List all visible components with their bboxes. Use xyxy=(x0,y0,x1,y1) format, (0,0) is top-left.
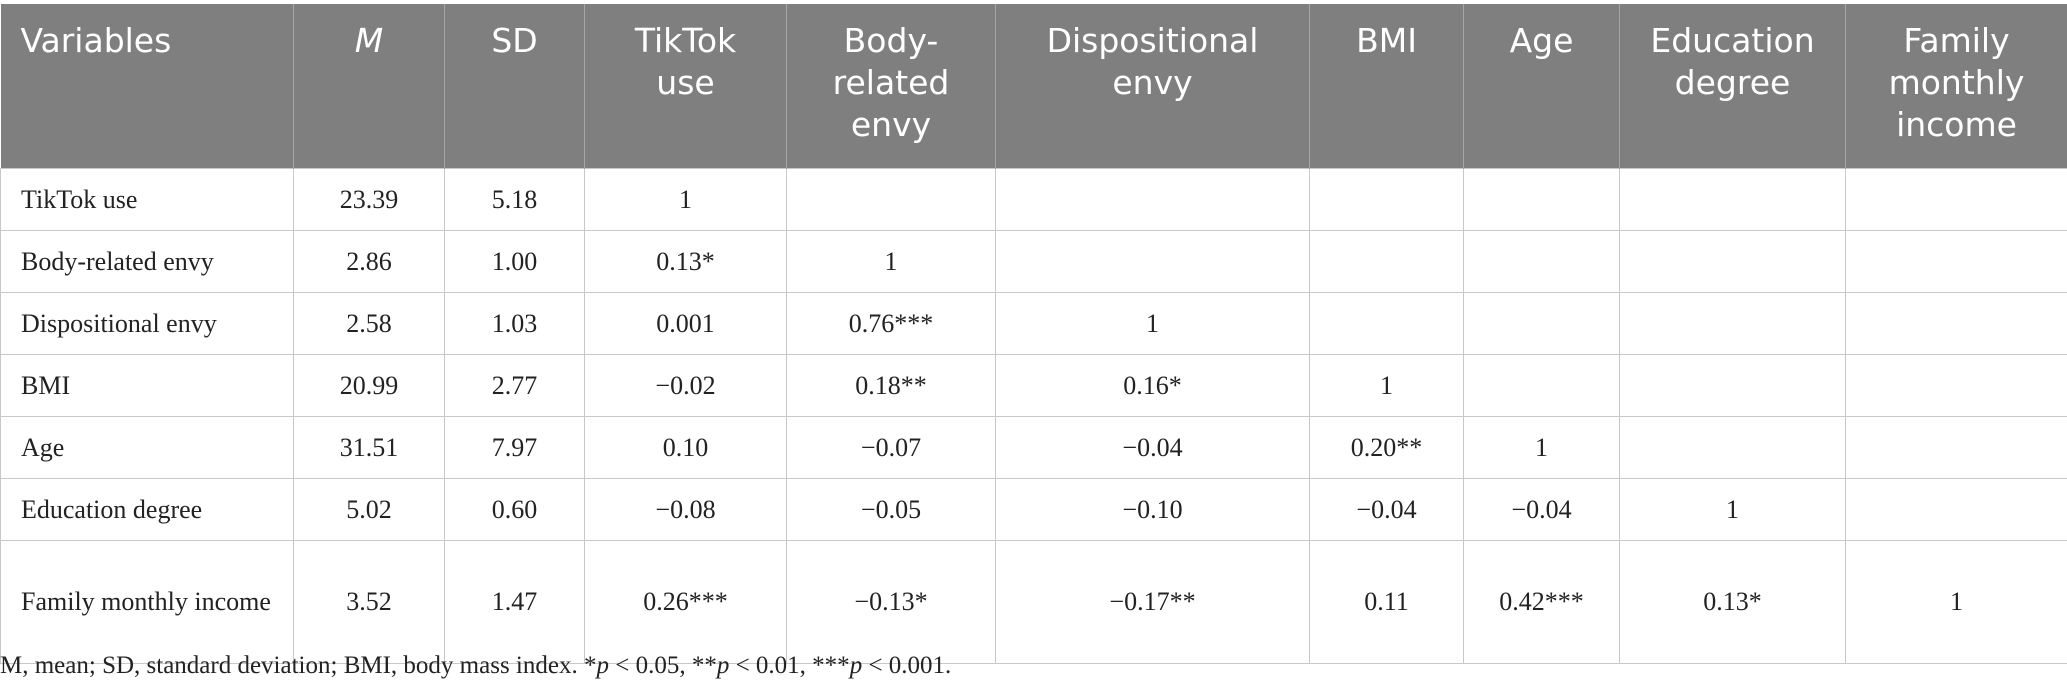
table-cell: −0.02 xyxy=(584,354,787,417)
header-cell: TikTok use xyxy=(584,4,787,169)
empty-cell xyxy=(1309,230,1464,293)
table-cell: 5.18 xyxy=(444,168,585,231)
header-cell: Family monthly income xyxy=(1845,4,2067,169)
empty-cell xyxy=(1463,168,1620,231)
empty-cell xyxy=(1619,168,1846,231)
table-cell: 20.99 xyxy=(293,354,445,417)
footnote-part: < 0.05, ** xyxy=(608,652,717,679)
table-cell: Family monthly income xyxy=(0,540,294,664)
table-cell: −0.10 xyxy=(995,478,1310,541)
correlation-table: Variables M SD TikTok use Body-related envy D… xyxy=(0,4,2067,664)
table-cell: Education degree xyxy=(0,478,294,541)
table-cell: 1 xyxy=(1463,416,1620,479)
footnote-part: < 0.01, *** xyxy=(729,652,850,679)
empty-cell xyxy=(1845,354,2067,417)
empty-cell xyxy=(1845,168,2067,231)
footnote-part: p xyxy=(716,652,730,679)
table-cell: −0.08 xyxy=(584,478,787,541)
table-cell: 23.39 xyxy=(293,168,445,231)
header-cell: Age xyxy=(1463,4,1620,169)
table-cell: 1 xyxy=(1619,478,1846,541)
table-cell: 0.18** xyxy=(786,354,996,417)
table-row: Dispositional envy 2.58 1.03 0.001 0.76*** 1 xyxy=(0,292,2067,355)
empty-cell xyxy=(1619,230,1846,293)
table-cell: 0.60 xyxy=(444,478,585,541)
header-cell: Dispositional envy xyxy=(995,4,1310,169)
table-cell: 0.10 xyxy=(584,416,787,479)
table-body: TikTok use 23.39 5.18 1 Body-related envy 2.8… xyxy=(0,168,2067,664)
footnote-part: p xyxy=(596,652,609,679)
empty-cell xyxy=(1309,292,1464,355)
header-cell: BMI xyxy=(1309,4,1464,169)
empty-cell xyxy=(1463,292,1620,355)
empty-cell xyxy=(1619,416,1846,479)
table-cell: 2.58 xyxy=(293,292,445,355)
table-cell: Dispositional envy xyxy=(0,292,294,355)
table-cell: −0.13* xyxy=(786,540,996,664)
table-cell: 3.52 xyxy=(293,540,445,664)
table-cell: −0.04 xyxy=(1463,478,1620,541)
table-cell: 1.47 xyxy=(444,540,585,664)
table-row: Body-related envy 2.86 1.00 0.13* 1 xyxy=(0,230,2067,293)
table-cell: 0.13* xyxy=(1619,540,1846,664)
empty-cell xyxy=(1619,292,1846,355)
table-cell: Age xyxy=(0,416,294,479)
empty-cell xyxy=(995,168,1310,231)
empty-cell xyxy=(786,168,996,231)
table-cell: −0.04 xyxy=(995,416,1310,479)
table-cell: Body-related envy xyxy=(0,230,294,293)
table-cell: 0.26*** xyxy=(584,540,787,664)
table-cell: 5.02 xyxy=(293,478,445,541)
table-cell: TikTok use xyxy=(0,168,294,231)
table-cell: 0.13* xyxy=(584,230,787,293)
footnote: M, mean; SD, standard deviation; BMI, bo… xyxy=(0,652,951,680)
empty-cell xyxy=(1845,230,2067,293)
empty-cell xyxy=(1845,478,2067,541)
footnote-part: < 0.001. xyxy=(862,652,952,679)
table-cell: 1.00 xyxy=(444,230,585,293)
empty-cell xyxy=(1309,168,1464,231)
table-row: BMI 20.99 2.77 −0.02 0.18** 0.16* 1 xyxy=(0,354,2067,417)
table-cell: 2.77 xyxy=(444,354,585,417)
table-cell: 0.16* xyxy=(995,354,1310,417)
table-row: Age 31.51 7.97 0.10 −0.07 −0.04 0.20** 1 xyxy=(0,416,2067,479)
table-cell: 1.03 xyxy=(444,292,585,355)
header-cell: Variables xyxy=(0,4,294,169)
header-row: Variables M SD TikTok use Body-related envy D… xyxy=(0,4,2067,169)
table-cell: 2.86 xyxy=(293,230,445,293)
table-cell: 1 xyxy=(1845,540,2067,664)
table-row: Family monthly income 3.52 1.47 0.26*** −0.1… xyxy=(0,540,2067,664)
table-row: TikTok use 23.39 5.18 1 xyxy=(0,168,2067,231)
table-cell: BMI xyxy=(0,354,294,417)
table-cell: −0.05 xyxy=(786,478,996,541)
empty-cell xyxy=(1845,416,2067,479)
empty-cell xyxy=(995,230,1310,293)
empty-cell xyxy=(1845,292,2067,355)
table-cell: 0.42*** xyxy=(1463,540,1620,664)
table-cell: 1 xyxy=(786,230,996,293)
table-cell: 0.11 xyxy=(1309,540,1464,664)
empty-cell xyxy=(1619,354,1846,417)
empty-cell xyxy=(1463,230,1620,293)
table-row: Education degree 5.02 0.60 −0.08 −0.05 −0.10−… xyxy=(0,478,2067,541)
table-cell: −0.04 xyxy=(1309,478,1464,541)
table-cell: 0.001 xyxy=(584,292,787,355)
table-cell: 0.76*** xyxy=(786,292,996,355)
header-cell: SD xyxy=(444,4,585,169)
table-cell: 31.51 xyxy=(293,416,445,479)
footnote-part: M, mean; SD, standard deviation; BMI, bo… xyxy=(0,652,597,679)
header-cell: Body-related envy xyxy=(786,4,996,169)
table-cell: −0.17** xyxy=(995,540,1310,664)
table-cell: −0.07 xyxy=(786,416,996,479)
table-cell: 1 xyxy=(995,292,1310,355)
table-cell: 1 xyxy=(1309,354,1464,417)
table-cell: 7.97 xyxy=(444,416,585,479)
table-cell: 0.20** xyxy=(1309,416,1464,479)
header-cell: M xyxy=(293,4,445,169)
table-cell: 1 xyxy=(584,168,787,231)
footnote-part: p xyxy=(849,652,863,679)
empty-cell xyxy=(1463,354,1620,417)
header-cell: Education degree xyxy=(1619,4,1846,169)
